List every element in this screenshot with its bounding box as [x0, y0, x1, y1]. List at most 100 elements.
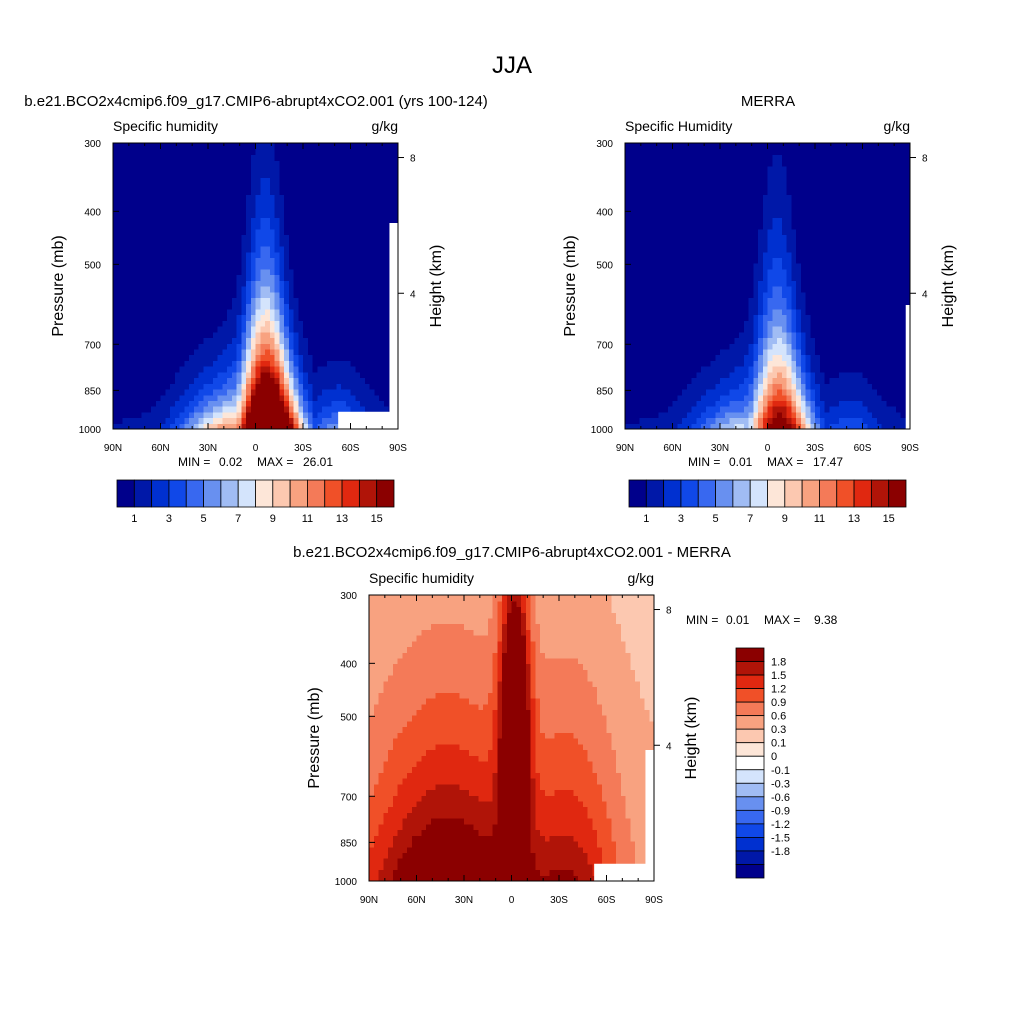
- contour-cell: [189, 348, 195, 356]
- contour-cell: [672, 245, 678, 253]
- contour-cell: [715, 154, 721, 161]
- contour-cell: [374, 286, 380, 293]
- contour-cell: [117, 366, 124, 373]
- contour-cell: [298, 354, 304, 361]
- contour-cell: [682, 165, 688, 173]
- contour-cell: [781, 263, 788, 270]
- contour-cell: [762, 383, 769, 390]
- contour-cell: [322, 160, 328, 167]
- contour-cell: [658, 383, 664, 390]
- contour-cell: [701, 183, 707, 190]
- contour-cell: [165, 177, 171, 184]
- contour-cell: [629, 183, 636, 190]
- contour-cell: [151, 177, 157, 184]
- contour-cell: [379, 348, 385, 356]
- contour-cell: [667, 257, 674, 264]
- contour-cell: [288, 257, 295, 264]
- contour-cell: [132, 366, 138, 373]
- contour-cell: [122, 331, 128, 339]
- contour-cell: [767, 205, 773, 213]
- contour-cell: [691, 348, 697, 356]
- contour-cell: [331, 406, 337, 413]
- contour-cell: [146, 337, 152, 344]
- contour-cell: [184, 160, 190, 167]
- contour-cell: [710, 286, 716, 293]
- contour-cell: [322, 154, 328, 161]
- contour-cell: [174, 360, 181, 367]
- contour-cell: [639, 371, 645, 379]
- contour-cell: [122, 354, 128, 361]
- contour-cell: [141, 314, 147, 321]
- contour-cell: [672, 154, 678, 161]
- contour-cell: [710, 314, 716, 321]
- contour-cell: [672, 280, 678, 287]
- contour-cell: [113, 200, 119, 207]
- contour-cell: [777, 177, 783, 184]
- contour-cell: [151, 194, 157, 201]
- contour-cell: [141, 280, 147, 287]
- contour-cell: [734, 377, 740, 384]
- contour-cell: [179, 411, 185, 419]
- contour-cell: [379, 194, 385, 201]
- contour-cell: [634, 343, 640, 350]
- contour-cell: [274, 171, 280, 178]
- contour-cell: [184, 366, 190, 373]
- contour-cell: [663, 251, 669, 258]
- contour-cell: [682, 280, 688, 287]
- contour-cell: [170, 286, 176, 293]
- contour-cell: [341, 354, 347, 361]
- contour-cell: [279, 240, 285, 247]
- contour-cell: [663, 320, 669, 327]
- contour-cell: [355, 400, 361, 407]
- contour-cell: [222, 171, 228, 178]
- contour-cell: [307, 343, 314, 350]
- contour-cell: [307, 388, 314, 396]
- contour-cell: [701, 251, 707, 258]
- contour-cell: [677, 268, 683, 276]
- contour-cell: [786, 383, 792, 390]
- contour-cell: [791, 394, 797, 401]
- contour-cell: [374, 200, 380, 207]
- contour-cell: [184, 388, 190, 396]
- contour-cell: [241, 245, 247, 253]
- contour-cell: [317, 154, 323, 161]
- contour-cell: [374, 251, 380, 258]
- contour-cell: [231, 411, 238, 419]
- contour-cell: [284, 257, 290, 264]
- contour-cell: [800, 263, 807, 270]
- contour-cell: [122, 223, 128, 230]
- contour-cell: [293, 291, 299, 299]
- contour-cell: [217, 280, 223, 287]
- contour-cell: [625, 257, 631, 264]
- contour-cell: [777, 274, 783, 281]
- contour-cell: [155, 400, 162, 407]
- contour-cell: [298, 177, 304, 184]
- contour-cell: [288, 337, 295, 344]
- contour-cell: [743, 377, 750, 384]
- contour-cell: [653, 240, 659, 247]
- contour-cell: [379, 183, 385, 190]
- contour-cell: [777, 308, 783, 316]
- contour-cell: [379, 240, 385, 247]
- contour-cell: [663, 308, 669, 316]
- contour-cell: [307, 240, 314, 247]
- contour-cell: [653, 337, 659, 344]
- contour-cell: [222, 280, 228, 287]
- contour-cell: [298, 337, 304, 344]
- contour-cell: [208, 154, 214, 161]
- contour-cell: [236, 217, 242, 224]
- contour-cell: [786, 257, 792, 264]
- contour-cell: [184, 154, 190, 161]
- contour-cell: [696, 400, 702, 407]
- contour-cell: [800, 291, 807, 299]
- contour-cell: [388, 217, 394, 224]
- contour-cell: [288, 274, 295, 281]
- contour-cell: [203, 314, 209, 321]
- contour-cell: [160, 160, 166, 167]
- contour-cell: [345, 257, 352, 264]
- contour-cell: [748, 171, 754, 178]
- contour-cell: [696, 366, 702, 373]
- contour-cell: [734, 343, 740, 350]
- contour-cell: [691, 148, 697, 156]
- contour-cell: [193, 383, 200, 390]
